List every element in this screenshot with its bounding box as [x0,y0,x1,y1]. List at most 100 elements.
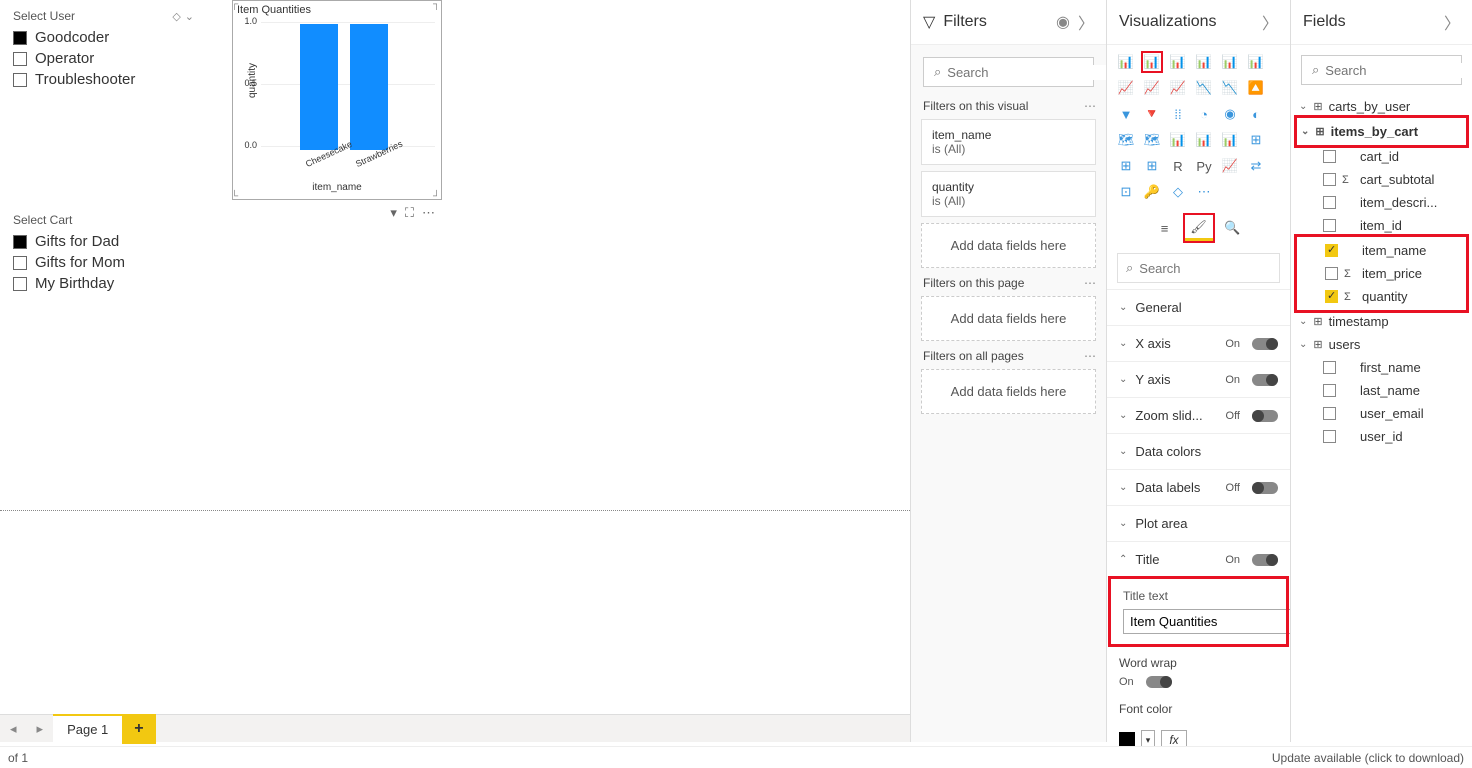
viz-type-icon[interactable]: Py [1193,155,1215,177]
field-row[interactable]: item_id [1295,214,1468,237]
field-row[interactable]: Σcart_subtotal [1295,168,1468,191]
filter-search[interactable]: ⌕ [923,57,1094,87]
viz-type-icon[interactable]: 🔻 [1141,103,1163,125]
field-row[interactable]: last_name [1295,379,1468,402]
checkbox[interactable] [13,256,27,270]
prev-page-icon[interactable]: ◂ [0,721,27,737]
toggle-switch[interactable] [1252,482,1278,494]
field-row[interactable]: Σitem_price [1297,262,1466,285]
viz-type-icon[interactable]: 📉 [1193,77,1215,99]
fields-search[interactable]: ⌕ [1301,55,1462,85]
viz-property-row[interactable]: ⌄Data labelsOff [1107,469,1290,505]
eraser-icon[interactable]: ◇ [172,10,180,23]
title-text-input[interactable] [1123,609,1313,634]
viz-property-row[interactable]: ⌄X axisOn [1107,325,1290,361]
slicer-item[interactable]: Gifts for Mom [13,252,194,273]
viz-type-icon[interactable]: ◐ [1245,103,1267,125]
viz-type-icon[interactable]: 📈 [1167,77,1189,99]
field-checkbox[interactable] [1323,384,1336,397]
status-update-link[interactable]: Update available (click to download) [1272,751,1464,765]
more-icon[interactable]: ⋯ [1084,349,1096,363]
bar[interactable] [350,24,388,150]
viz-type-icon[interactable]: 📉 [1219,77,1241,99]
slicer-item[interactable]: Troubleshooter [13,69,194,90]
field-row[interactable]: first_name [1295,356,1468,379]
toggle-switch[interactable] [1252,338,1278,350]
bar[interactable] [300,24,338,150]
toggle-switch[interactable] [1252,374,1278,386]
slicer-item[interactable]: Gifts for Dad [13,231,194,252]
field-checkbox[interactable] [1323,196,1336,209]
checkbox[interactable] [13,52,27,66]
viz-property-row[interactable]: ⌄Y axisOn [1107,361,1290,397]
field-table-row[interactable]: ⌄⊞carts_by_user [1295,95,1468,118]
format-tab-icon[interactable]: 🖌 [1185,215,1213,241]
viz-type-icon[interactable]: 🔼 [1245,77,1267,99]
viz-type-icon[interactable]: 📊 [1167,129,1189,151]
collapse-icon[interactable]: 〉 [1262,10,1278,34]
viz-type-icon[interactable]: 📈 [1115,77,1137,99]
field-checkbox[interactable] [1323,361,1336,374]
resize-handle[interactable]: ┌ [231,0,241,9]
fields-search-input[interactable] [1325,63,1472,78]
field-row[interactable]: user_email [1295,402,1468,425]
field-row[interactable]: Σquantity [1297,285,1466,308]
checkbox[interactable] [13,31,27,45]
more-icon[interactable]: ⋯ [1084,276,1096,290]
fields-tab-icon[interactable]: ≡ [1151,215,1179,241]
viz-type-icon[interactable]: ⁞⁞ [1167,103,1189,125]
viz-property-row[interactable]: ⌄Zoom slid...Off [1107,397,1290,433]
report-canvas[interactable]: Select User ◇ ⌄ GoodcoderOperatorTrouble… [0,0,910,510]
field-checkbox[interactable] [1323,173,1336,186]
filter-search-input[interactable] [947,65,1106,80]
viz-type-icon[interactable]: 📊 [1115,51,1137,73]
add-fields-drop-all[interactable]: Add data fields here [921,369,1096,414]
focus-icon[interactable]: ⛶ [405,205,414,221]
viz-type-icon[interactable]: 🔑 [1141,181,1163,203]
field-checkbox[interactable] [1323,219,1336,232]
viz-type-icon[interactable]: ⊞ [1141,155,1163,177]
analytics-tab-icon[interactable]: 🔍 [1219,215,1247,241]
field-checkbox[interactable] [1323,407,1336,420]
toggle-switch[interactable] [1252,410,1278,422]
viz-property-row[interactable]: ⌃TitleOn [1107,541,1290,577]
viz-type-icon[interactable]: R [1167,155,1189,177]
next-page-icon[interactable]: ▸ [27,721,54,737]
viz-type-icon[interactable]: 📊 [1193,129,1215,151]
viz-type-icon[interactable]: 📈 [1141,77,1163,99]
viz-type-icon[interactable]: ⊞ [1245,129,1267,151]
viz-property-row[interactable]: ⌄Data colors [1107,433,1290,469]
slicer-item[interactable]: Operator [13,48,194,69]
viz-type-icon[interactable]: 📈 [1219,155,1241,177]
add-fields-drop-page[interactable]: Add data fields here [921,296,1096,341]
field-checkbox[interactable] [1325,244,1338,257]
field-table-row[interactable]: ⌄⊞users [1295,333,1468,356]
bar-chart-visual[interactable]: ┌ ┐ └ ┘ Item Quantities quantity 1.0 0.5… [232,0,442,200]
checkbox[interactable] [13,73,27,87]
field-row[interactable]: user_id [1295,425,1468,448]
field-table-row[interactable]: ⌄⊞timestamp [1295,310,1468,333]
viz-type-icon[interactable]: 📊 [1167,51,1189,73]
more-icon[interactable]: ⋯ [1084,99,1096,113]
viz-type-icon[interactable]: 📊 [1193,51,1215,73]
collapse-icon[interactable]: 〉 [1078,10,1094,34]
page-tab[interactable]: Page 1 [53,714,122,743]
field-table-row[interactable]: ⌄⊞items_by_cart [1297,120,1466,143]
viz-property-row[interactable]: ⌄Plot area [1107,505,1290,541]
field-checkbox[interactable] [1323,150,1336,163]
toggle-switch[interactable] [1252,554,1278,566]
slicer-select-user[interactable]: Select User ◇ ⌄ GoodcoderOperatorTrouble… [6,4,201,95]
viz-type-icon[interactable]: ⊞ [1115,155,1137,177]
filter-card[interactable]: item_nameis (All) [921,119,1096,165]
viz-type-icon[interactable]: 📊 [1245,51,1267,73]
viz-search[interactable]: ⌕ Search [1117,253,1280,283]
viz-type-icon[interactable]: ◔ [1193,103,1215,125]
field-row[interactable]: item_name [1297,239,1466,262]
checkbox[interactable] [13,277,27,291]
resize-handle[interactable]: ┐ [433,0,443,9]
eye-icon[interactable]: ◉ [1056,12,1070,32]
viz-type-icon[interactable]: ⋯ [1193,181,1215,203]
viz-type-icon[interactable]: 🗺 [1141,129,1163,151]
viz-type-icon[interactable]: 📊 [1219,129,1241,151]
field-row[interactable]: cart_id [1295,145,1468,168]
